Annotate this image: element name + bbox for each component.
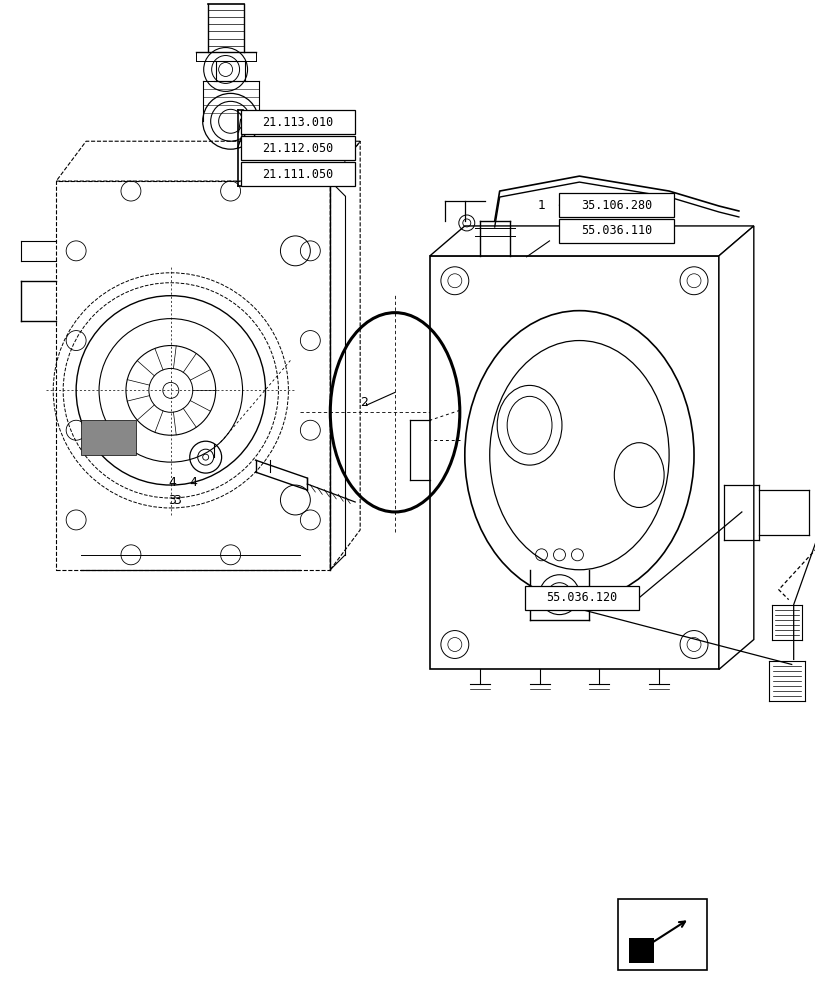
Text: 3: 3 (173, 493, 181, 506)
Text: 4: 4 (190, 476, 197, 489)
Bar (560, 219, 674, 243)
Bar (241, 110, 355, 134)
Text: 21.112.050: 21.112.050 (262, 142, 334, 155)
Polygon shape (719, 226, 754, 669)
Text: 35.106.280: 35.106.280 (581, 199, 653, 212)
Bar (241, 136, 355, 160)
Text: 3: 3 (168, 493, 175, 506)
Bar (618, 899, 707, 970)
Polygon shape (430, 226, 754, 256)
Text: 1: 1 (538, 199, 545, 212)
Text: 21.111.050: 21.111.050 (262, 168, 334, 181)
Text: 2: 2 (360, 396, 368, 409)
Text: 21.113.010: 21.113.010 (262, 116, 334, 129)
Bar (560, 193, 674, 217)
Bar (628, 938, 654, 963)
Bar (525, 586, 639, 610)
Text: 55.036.110: 55.036.110 (581, 224, 653, 237)
Bar (430, 256, 719, 669)
Text: 55.036.120: 55.036.120 (546, 591, 618, 604)
Bar (81, 420, 136, 455)
Bar (241, 162, 355, 186)
Text: 4: 4 (168, 476, 175, 489)
